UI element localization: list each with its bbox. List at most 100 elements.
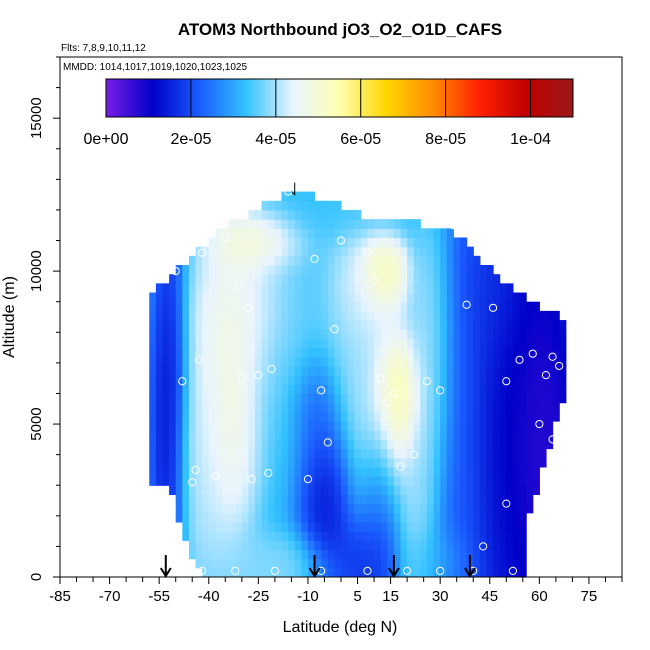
heatmap-cell	[532, 365, 540, 376]
heatmap-cell	[149, 347, 157, 358]
heatmap-cell	[248, 512, 256, 523]
heatmap-cell	[334, 219, 342, 229]
heatmap-cell	[175, 393, 183, 404]
heatmap-cell	[499, 365, 507, 376]
heatmap-cell	[393, 219, 402, 229]
heatmap-cell	[268, 549, 276, 560]
heatmap-cell	[512, 439, 521, 450]
heatmap-cell	[248, 521, 256, 532]
heatmap-cell	[387, 228, 395, 239]
heatmap-cell	[261, 540, 269, 551]
heatmap-cell	[221, 521, 230, 532]
heatmap-cell	[519, 494, 527, 505]
heatmap-cell	[499, 540, 507, 551]
heatmap-cell	[281, 265, 289, 275]
heatmap-cell	[354, 531, 362, 541]
heatmap-cell	[341, 265, 349, 275]
heatmap-cell	[208, 301, 216, 312]
heatmap-cell	[453, 448, 461, 459]
heatmap-cell	[195, 411, 203, 422]
heatmap-cell	[479, 466, 488, 477]
heatmap-cell	[374, 329, 382, 340]
heatmap-cell	[155, 329, 164, 340]
heatmap-cell	[314, 347, 322, 358]
heatmap-cell	[208, 411, 216, 422]
sample-point	[369, 276, 379, 285]
heatmap-cell	[407, 356, 415, 367]
heatmap-cell	[512, 430, 521, 440]
heatmap-cell	[255, 558, 263, 569]
heatmap-cell	[466, 485, 474, 496]
heatmap-cell	[235, 521, 243, 532]
heatmap-cell	[341, 338, 349, 349]
heatmap-cell	[453, 310, 461, 321]
heatmap-cell	[347, 402, 355, 413]
heatmap-cell	[519, 485, 527, 496]
heatmap-cell	[374, 512, 382, 523]
heatmap-cell	[453, 531, 461, 541]
heatmap-cell	[347, 531, 355, 541]
heatmap-cell	[274, 384, 283, 395]
heatmap-cell	[301, 393, 309, 404]
heatmap-cell	[228, 439, 236, 450]
heatmap-cell	[334, 320, 342, 330]
heatmap-cell	[221, 356, 230, 367]
heatmap-cell	[149, 421, 157, 431]
heatmap-cell	[307, 485, 316, 496]
heatmap-cell	[228, 384, 236, 395]
heatmap-cell	[440, 301, 448, 312]
sample-point	[231, 566, 240, 575]
heatmap-cell	[433, 549, 441, 560]
heatmap-cell	[208, 320, 216, 330]
heatmap-cell	[221, 274, 230, 284]
heatmap-cell	[367, 283, 375, 294]
heatmap-cell	[387, 292, 395, 303]
heatmap-cell	[307, 219, 316, 229]
heatmap-cell	[202, 531, 210, 541]
heatmap-cell	[374, 549, 382, 560]
heatmap-cell	[479, 540, 488, 551]
heatmap-cell	[255, 476, 263, 486]
heatmap-cell	[526, 402, 534, 413]
heatmap-cell	[380, 320, 388, 330]
heatmap-cell	[512, 549, 521, 560]
heatmap-cell	[334, 310, 342, 321]
heatmap-cell	[539, 411, 547, 422]
sample-point	[383, 398, 392, 407]
heatmap-cell	[512, 301, 521, 312]
heatmap-cell	[307, 558, 316, 569]
heatmap-cell	[354, 503, 362, 514]
heatmap-cell	[539, 430, 547, 440]
heatmap-cell	[367, 476, 375, 486]
sample-point	[389, 389, 398, 398]
heatmap-cell	[221, 384, 230, 395]
heatmap-cell	[393, 356, 402, 367]
heatmap-cell	[221, 567, 230, 577]
heatmap-cell	[400, 485, 408, 496]
heatmap-cell	[155, 430, 164, 440]
heatmap-cell	[559, 356, 567, 367]
heatmap-cell	[473, 540, 481, 551]
heatmap-cell	[248, 265, 256, 275]
heatmap-cell	[268, 255, 276, 266]
heatmap-cell	[314, 558, 322, 569]
heatmap-cell	[241, 503, 250, 514]
heatmap-cell	[321, 292, 329, 303]
heatmap-cell	[321, 430, 329, 440]
heatmap-cell	[512, 466, 521, 477]
heatmap-cell	[374, 320, 382, 330]
heatmap-cell	[413, 402, 421, 413]
heatmap-cell	[393, 411, 402, 422]
heatmap-cell	[255, 384, 263, 395]
heatmap-cell	[499, 411, 507, 422]
heatmap-cell	[479, 347, 488, 358]
heatmap-cell	[182, 512, 190, 523]
heatmap-cell	[341, 347, 349, 358]
heatmap-cell	[334, 301, 342, 312]
heatmap-cell	[413, 338, 421, 349]
top-marker	[291, 182, 296, 196]
heatmap-cell	[294, 384, 302, 395]
heatmap-cell	[354, 540, 362, 551]
heatmap-cell	[241, 393, 250, 404]
